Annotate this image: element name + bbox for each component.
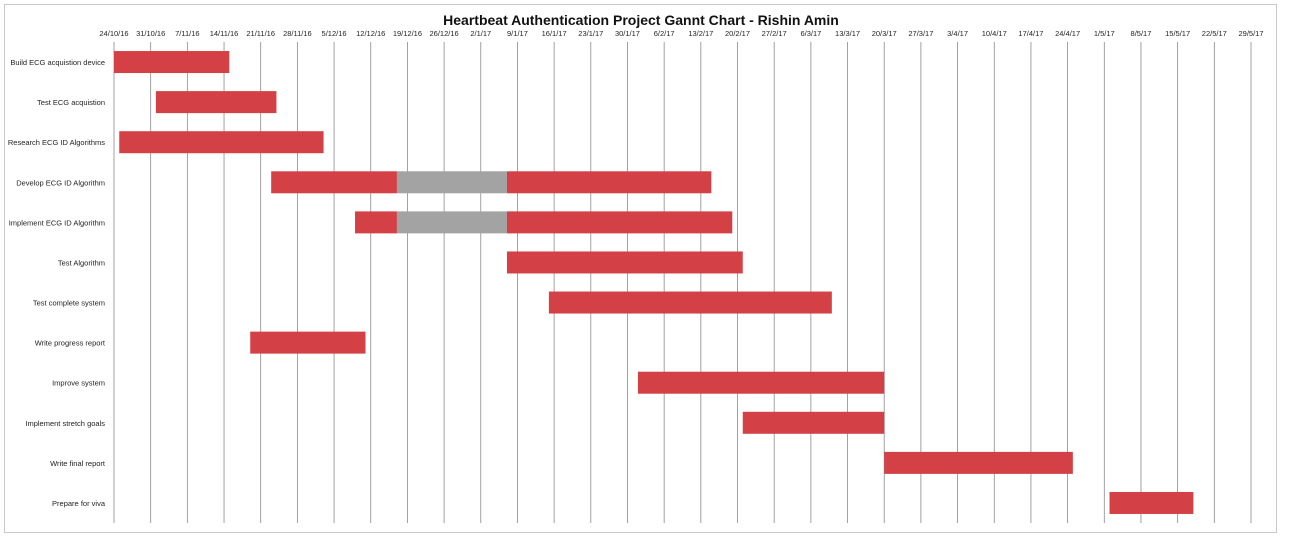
x-tick-label: 29/5/17 [1238, 29, 1263, 38]
task-bar [506, 251, 743, 274]
x-tick-label: 6/3/17 [800, 29, 821, 38]
task-bar [271, 171, 397, 194]
task-bars [114, 51, 1194, 514]
chart-title: Heartbeat Authentication Project Gannt C… [443, 12, 839, 28]
x-tick-label: 6/2/17 [654, 29, 675, 38]
x-tick-label: 2/1/17 [470, 29, 491, 38]
task-label: Develop ECG ID Algorithm [16, 178, 105, 187]
task-bar [250, 331, 366, 354]
x-tick-label: 13/2/17 [688, 29, 713, 38]
x-tick-label: 24/10/16 [99, 29, 128, 38]
break-bar [396, 211, 507, 234]
x-tick-label: 16/1/17 [542, 29, 567, 38]
task-bar [355, 211, 397, 234]
x-tick-label: 15/5/17 [1165, 29, 1190, 38]
task-label: Test Algorithm [58, 258, 105, 267]
task-label: Test complete system [33, 299, 105, 308]
grid-lines [113, 42, 1252, 523]
task-label: Research ECG ID Algorithms [8, 138, 105, 147]
task-bar [119, 131, 324, 154]
x-axis-tick-labels: 24/10/16 31/10/16 7/11/16 14/11/16 21/11/16 2… [99, 29, 1263, 38]
task-label: Test ECG acquistion [37, 98, 105, 107]
task-labels: Build ECG acquistion device Test ECG acqu… [8, 58, 106, 508]
x-tick-label: 9/1/17 [507, 29, 528, 38]
x-tick-label: 28/11/16 [283, 29, 312, 38]
task-label: Write progress report [35, 339, 106, 348]
x-tick-label: 5/12/16 [322, 29, 347, 38]
task-bar [506, 211, 733, 234]
x-tick-label: 26/12/16 [429, 29, 458, 38]
x-tick-label: 20/3/17 [872, 29, 897, 38]
task-label: Prepare for viva [52, 499, 106, 508]
x-tick-label: 27/3/17 [908, 29, 933, 38]
x-tick-label: 1/5/17 [1094, 29, 1115, 38]
x-tick-label: 21/11/16 [246, 29, 275, 38]
task-label: Implement stretch goals [25, 419, 105, 428]
x-tick-label: 7/11/16 [175, 29, 199, 38]
task-bar [637, 371, 885, 394]
break-bar [396, 171, 507, 194]
x-tick-label: 10/4/17 [982, 29, 1007, 38]
task-label: Write final report [50, 459, 106, 468]
task-bar [114, 51, 230, 74]
task-label: Implement ECG ID Algorithm [9, 218, 105, 227]
gantt-chart: Heartbeat Authentication Project Gannt C… [8, 12, 1264, 523]
task-label: Improve system [52, 379, 105, 388]
x-tick-label: 17/4/17 [1018, 29, 1043, 38]
task-label: Build ECG acquistion device [10, 58, 105, 67]
x-tick-label: 31/10/16 [136, 29, 165, 38]
x-tick-label: 22/5/17 [1202, 29, 1227, 38]
task-bar [884, 451, 1073, 474]
task-bar [1109, 491, 1194, 514]
x-tick-label: 19/12/16 [393, 29, 422, 38]
chart-frame: Heartbeat Authentication Project Gannt C… [4, 4, 1277, 533]
x-tick-label: 14/11/16 [210, 29, 239, 38]
x-tick-label: 30/1/17 [615, 29, 640, 38]
task-bar [548, 291, 832, 314]
x-tick-label: 27/2/17 [762, 29, 787, 38]
task-bar [506, 171, 712, 194]
x-tick-label: 12/12/16 [356, 29, 385, 38]
task-bar [742, 411, 885, 434]
x-tick-label: 3/4/17 [947, 29, 968, 38]
x-tick-label: 8/5/17 [1131, 29, 1152, 38]
x-tick-label: 23/1/17 [578, 29, 603, 38]
task-bar [155, 91, 277, 114]
x-tick-label: 20/2/17 [725, 29, 750, 38]
x-tick-label: 24/4/17 [1055, 29, 1080, 38]
x-tick-label: 13/3/17 [835, 29, 860, 38]
